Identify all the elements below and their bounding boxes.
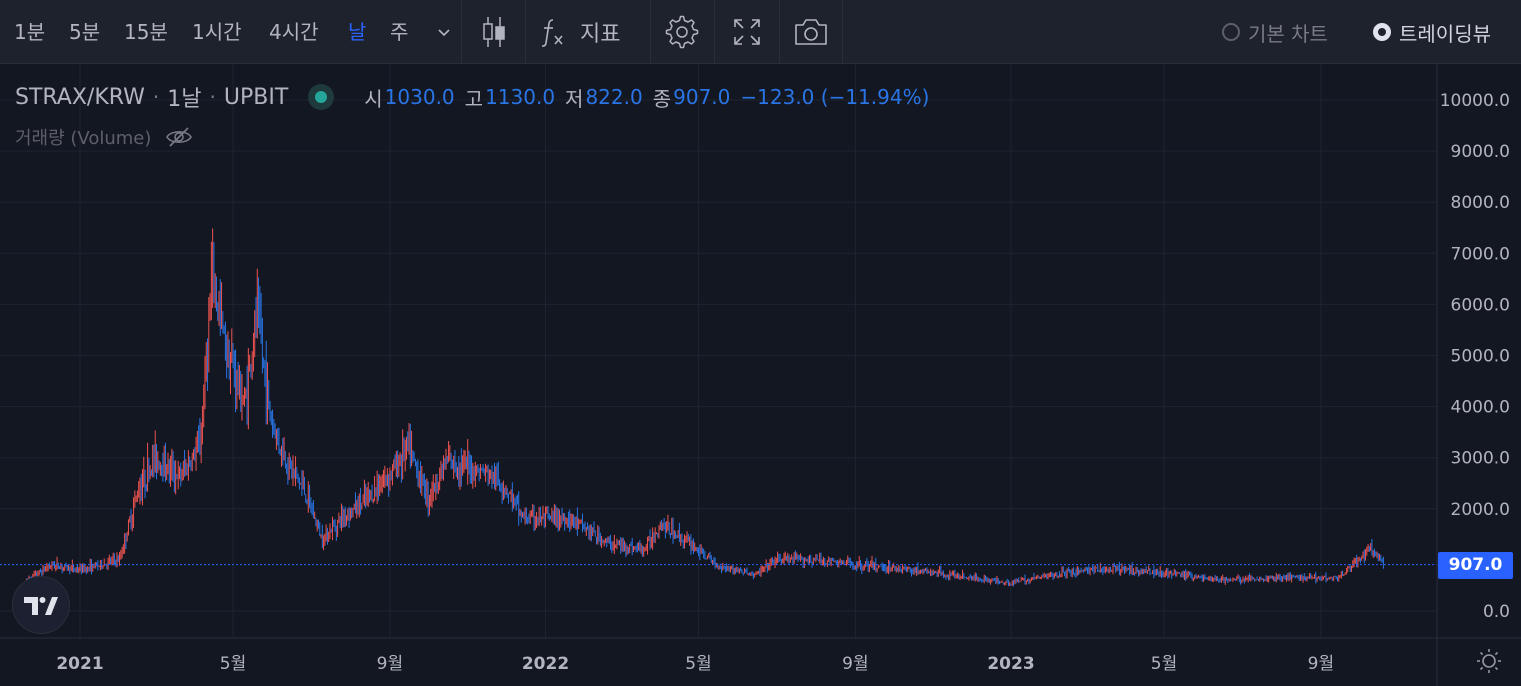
x-tick-label: 9월	[842, 654, 868, 674]
tradingview-chart-radio[interactable]: 트레이딩뷰	[1373, 0, 1491, 64]
time-axis[interactable]: 2021 5월 9월 2022 5월 9월 2023 5월 9월	[56, 654, 1334, 674]
y-tick-label: 6000.0	[1451, 295, 1510, 315]
x-tick-label: 9월	[377, 654, 403, 674]
x-tick-label: 5월	[220, 654, 246, 674]
interval-15m[interactable]: 15분	[124, 20, 168, 44]
screenshot-button[interactable]	[788, 0, 834, 64]
y-tick-label: 10000.0	[1440, 91, 1510, 111]
y-tick-label: 8000.0	[1451, 193, 1510, 213]
toolbar-separator	[650, 0, 651, 64]
chart-legend: STRAX/KRW · 1날 · UPBIT 시 1030.0 고 1130.0…	[15, 82, 929, 112]
basic-chart-radio[interactable]: 기본 차트	[1222, 0, 1328, 64]
high-label: 고	[464, 86, 484, 111]
grid	[0, 64, 1437, 638]
candles-icon	[483, 17, 505, 47]
indicators-label: 지표	[580, 22, 621, 47]
function-icon	[541, 19, 563, 47]
low-label: 저	[565, 86, 584, 111]
close-label: 종	[652, 86, 672, 111]
x-tick-label: 9월	[1308, 654, 1334, 674]
settings-button[interactable]	[660, 0, 704, 64]
y-tick-label: 0.0	[1483, 602, 1510, 622]
legend-dot: ·	[209, 85, 216, 109]
price-axis[interactable]: 10000.0 9000.0 8000.0 7000.0 6000.0 5000.0 400…	[1440, 91, 1510, 622]
interval-1d[interactable]: 날	[348, 20, 367, 44]
symbol-name[interactable]: STRAX/KRW	[15, 84, 145, 110]
camera-icon	[795, 19, 827, 45]
toolbar-separator	[461, 0, 462, 64]
fullscreen-button[interactable]	[724, 0, 770, 64]
radio-selected-icon	[1373, 23, 1391, 41]
close-value: 907.0	[673, 85, 731, 109]
interval-1h[interactable]: 1시간	[192, 20, 242, 44]
gear-icon	[665, 15, 699, 49]
low-value: 822.0	[585, 85, 643, 109]
y-tick-label: 4000.0	[1451, 398, 1510, 418]
x-tick-label: 5월	[1151, 654, 1177, 674]
high-value: 1130.0	[485, 85, 556, 109]
volume-label: 거래량 (Volume)	[15, 128, 152, 149]
sun-settings-icon[interactable]	[1476, 648, 1502, 674]
chevron-down-icon	[438, 29, 450, 37]
open-label: 시	[364, 86, 383, 111]
basic-chart-label: 기본 차트	[1248, 21, 1328, 46]
fullscreen-icon	[734, 19, 760, 45]
candles	[25, 228, 1384, 587]
y-tick-label: 9000.0	[1451, 142, 1510, 162]
y-tick-label: 7000.0	[1451, 244, 1510, 264]
interval-1w[interactable]: 주	[390, 20, 409, 44]
top-toolbar: 1분 5분 15분 1시간 4시간 날 주 지표	[0, 0, 1521, 64]
y-tick-label: 3000.0	[1451, 449, 1510, 469]
toolbar-separator	[714, 0, 715, 64]
radio-unselected-icon	[1222, 23, 1240, 41]
symbol-exchange: UPBIT	[223, 84, 289, 110]
toolbar-separator	[779, 0, 780, 64]
interval-dropdown[interactable]	[432, 0, 456, 64]
symbol-interval: 1날	[167, 87, 202, 112]
open-value: 1030.0	[384, 85, 455, 109]
y-tick-label: 5000.0	[1451, 347, 1510, 367]
volume-legend: 거래량 (Volume)	[15, 122, 193, 152]
change-value: −123.0 (−11.94%)	[740, 85, 930, 109]
x-tick-label: 5월	[685, 654, 711, 674]
x-tick-label: 2021	[56, 654, 103, 674]
eye-off-icon[interactable]	[165, 126, 193, 148]
tradingview-chart-label: 트레이딩뷰	[1399, 21, 1491, 46]
interval-1m[interactable]: 1분	[14, 20, 46, 44]
chart-type-button[interactable]	[470, 0, 518, 64]
market-status-icon[interactable]	[308, 84, 335, 110]
tradingview-logo[interactable]	[12, 576, 70, 634]
price-chart[interactable]: 10000.0 9000.0 8000.0 7000.0 6000.0 5000.0 400…	[0, 64, 1521, 686]
indicators-button[interactable]: 지표	[538, 0, 643, 64]
last-price-tag: 907.0	[1438, 552, 1513, 579]
tradingview-logo-icon	[24, 597, 58, 615]
x-tick-label: 2023	[987, 654, 1034, 674]
toolbar-separator	[525, 0, 526, 64]
toolbar-separator	[842, 0, 843, 64]
legend-dot: ·	[152, 85, 160, 109]
interval-4h[interactable]: 4시간	[269, 20, 319, 44]
x-tick-label: 2022	[522, 654, 569, 674]
y-tick-label: 2000.0	[1451, 500, 1510, 520]
interval-5m[interactable]: 5분	[69, 20, 101, 44]
